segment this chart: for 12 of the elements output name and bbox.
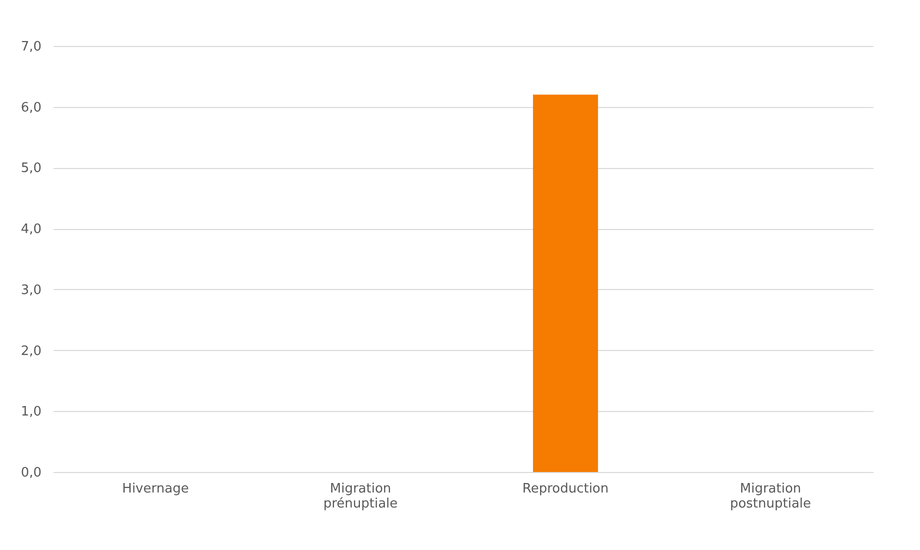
y-tick-label: 4,0 bbox=[20, 222, 42, 238]
y-tick-label: 5,0 bbox=[20, 161, 42, 176]
y-tick-label: 3,0 bbox=[20, 282, 42, 298]
y-tick-label: 2,0 bbox=[20, 344, 42, 359]
y-tick-label: 6,0 bbox=[20, 100, 42, 116]
x-tick-label: Migration postnuptiale bbox=[730, 482, 812, 512]
y-tick-label: 7,0 bbox=[20, 40, 42, 54]
y-tick-label: 1,0 bbox=[20, 404, 42, 420]
x-tick-label: Migration prénuptiale bbox=[323, 482, 398, 512]
y-tick-label: 0,0 bbox=[20, 466, 42, 480]
x-tick-label: Hivernage bbox=[122, 482, 189, 496]
x-tick-label: Reproduction bbox=[522, 482, 609, 496]
